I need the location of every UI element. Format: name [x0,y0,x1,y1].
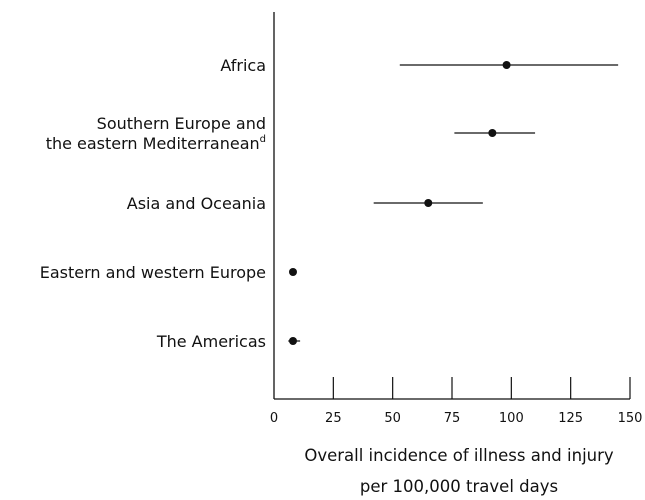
data-point-0 [502,61,511,69]
data-point-1 [488,129,497,137]
x-axis-title-line-1: Overall incidence of illness and injury [304,446,614,465]
x-tick-label-25: 25 [325,411,342,426]
x-tick-label-125: 125 [558,411,583,426]
x-tick-label-0: 0 [270,411,278,426]
category-label-0: Africa [220,56,266,75]
category-label-1-line-2: the eastern Mediterraneand [46,134,266,153]
x-tick-label-75: 75 [444,411,461,426]
x-tick-label-50: 50 [384,411,401,426]
data-point-4 [288,337,297,345]
category-label-2: Asia and Oceania [127,194,266,213]
data-point-2 [424,199,433,207]
category-label-4: The Americas [156,332,266,351]
x-tick-label-100: 100 [499,411,524,426]
x-tick-label-150: 150 [618,411,643,426]
x-axis-title-line-2: per 100,000 travel days [360,477,558,496]
data-point-3 [288,268,297,276]
category-label-1-line-1: Southern Europe and [97,114,266,133]
category-label-3: Eastern and western Europe [40,263,266,282]
